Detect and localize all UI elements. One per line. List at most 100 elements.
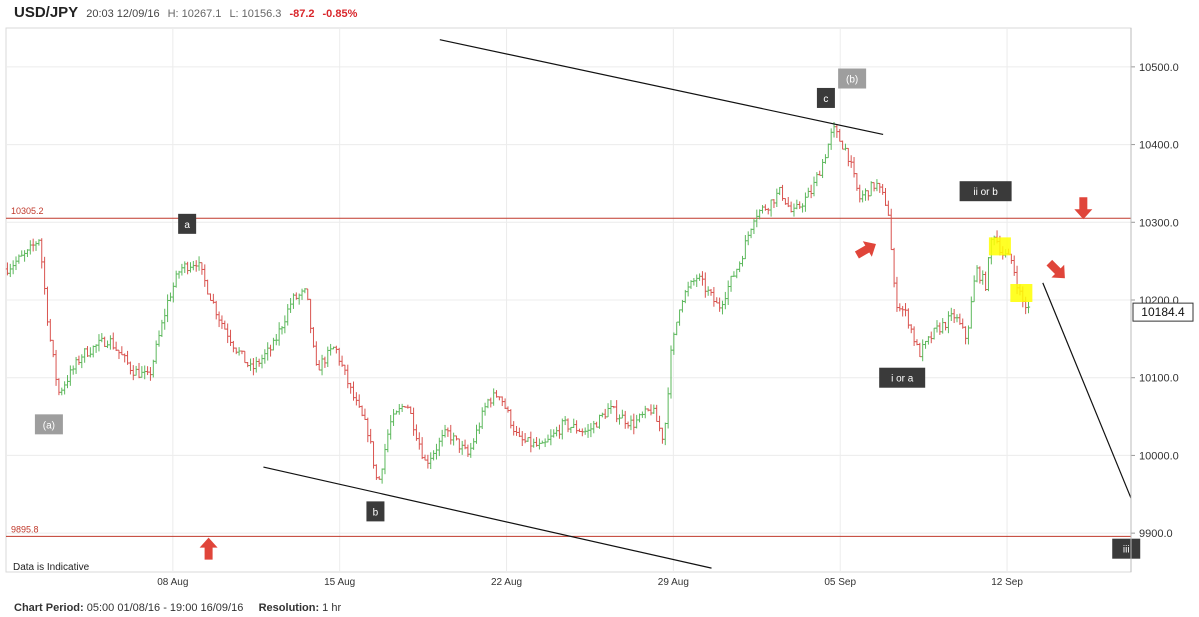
- annotations: (a) a b c (b) i or a ii or b iii: [34, 68, 1141, 560]
- ohlc-bar: [217, 311, 221, 328]
- ohlc-bar: [546, 434, 550, 443]
- ohlc-bar: [157, 330, 161, 347]
- ohlc-bar: [966, 325, 971, 345]
- ohlc-bar: [28, 240, 32, 255]
- ohlc-bar: [858, 184, 862, 203]
- ohlc-bar: [403, 406, 407, 408]
- ohlc-bar: [958, 313, 962, 325]
- ohlc-bar: [932, 327, 936, 340]
- ohlc-bar: [454, 435, 459, 441]
- ohlc-bar: [200, 262, 204, 275]
- ohlc-bar: [829, 128, 833, 150]
- ohlc-bar: [635, 414, 639, 429]
- ohlc-bar: [11, 260, 15, 275]
- ohlc-bar: [923, 340, 928, 349]
- y-tick-label: 10300.0: [1139, 217, 1179, 229]
- wave-label-box: [879, 367, 926, 388]
- ohlc-bar: [180, 263, 184, 276]
- ohlc-bar: [569, 426, 573, 433]
- ohlc-bar: [391, 409, 396, 426]
- ohlc-bar: [592, 420, 596, 434]
- level-label: 9895.8: [11, 524, 39, 534]
- trend-line: [1042, 282, 1132, 499]
- ohlc-bar: [297, 293, 301, 305]
- ohlc-bar: [986, 257, 991, 292]
- ohlc-bar: [646, 408, 650, 412]
- ohlc-bar: [706, 286, 710, 296]
- ohlc-bar: [228, 329, 233, 346]
- wave-label: i or a: [879, 367, 926, 388]
- ohlc-bar: [526, 437, 530, 442]
- ohlc-bar: [125, 350, 130, 365]
- ohlc-bar: [869, 181, 873, 197]
- ohlc-bar: [984, 271, 988, 291]
- ohlc-bar: [809, 184, 813, 199]
- ohlc-bar: [963, 326, 968, 345]
- ohlc-bar: [43, 256, 47, 295]
- ohlc-bar: [88, 347, 92, 358]
- ohlc-bar: [815, 172, 819, 187]
- ohlc-bar: [938, 322, 942, 335]
- ohlc-bar: [248, 358, 253, 371]
- ohlc-bar: [474, 424, 479, 444]
- ohlc-bar: [194, 260, 198, 272]
- ohlc-bar: [786, 196, 790, 208]
- ohlc-bar: [163, 308, 167, 330]
- ohlc-bar: [223, 320, 227, 330]
- wave-label-text: i or a: [891, 374, 914, 385]
- wave-label: ii or b: [959, 181, 1012, 202]
- ohlc-bar: [861, 190, 865, 203]
- ohlc-bar: [154, 340, 158, 364]
- ohlc-bar: [780, 184, 785, 201]
- ohlc-bar: [300, 288, 304, 300]
- chart-footer: Chart Period: 05:00 01/08/16 - 19:00 16/…: [14, 602, 341, 614]
- ohlc-bar: [906, 308, 910, 329]
- ohlc-bar: [177, 270, 181, 279]
- ohlc-bar: [34, 241, 38, 251]
- ohlc-bar: [749, 228, 753, 239]
- ohlc-bar: [921, 339, 925, 362]
- ohlc-bar: [978, 266, 982, 284]
- ohlc-bar: [683, 289, 687, 304]
- ohlc-bar: [732, 271, 736, 277]
- ohlc-bar: [543, 438, 547, 448]
- arrow-icon: [199, 537, 218, 560]
- ohlc-bar: [537, 438, 542, 450]
- ohlc-bar: [969, 296, 973, 329]
- ohlc-bar: [417, 432, 421, 450]
- y-tick-label: 10000.0: [1139, 450, 1179, 462]
- ohlc-bar: [680, 299, 685, 313]
- ohlc-bar: [314, 341, 318, 366]
- ohlc-bar: [981, 270, 985, 285]
- ohlc-bar: [655, 404, 659, 422]
- wave-label: a: [178, 213, 197, 234]
- ohlc-bar: [257, 358, 261, 367]
- ohlc-bar: [617, 414, 622, 425]
- ohlc-bar: [137, 362, 141, 379]
- ohlc-bar: [672, 332, 676, 355]
- ohlc-bar: [838, 128, 842, 142]
- resolution-value: 1 hr: [322, 602, 342, 614]
- ohlc-bar: [583, 427, 587, 435]
- ohlc-bar: [626, 421, 630, 429]
- ohlc-bar: [866, 190, 870, 201]
- ohlc-bar: [383, 443, 387, 475]
- ohlc-bar: [492, 388, 496, 406]
- y-tick-label: 10400.0: [1139, 140, 1179, 152]
- wave-label: (a): [34, 414, 63, 435]
- ohlc-bar: [697, 273, 702, 281]
- ohlc-bar: [340, 355, 344, 367]
- ohlc-bar: [895, 276, 899, 312]
- ohlc-bar: [320, 354, 324, 376]
- ohlc-bar: [772, 199, 776, 209]
- ohlc-bar: [271, 337, 276, 351]
- ohlc-bar: [595, 421, 599, 428]
- ohlc-bar: [566, 418, 570, 433]
- ohlc-bar: [563, 416, 567, 426]
- ohlc-bar: [620, 409, 624, 419]
- ohlc-bar: [743, 235, 747, 260]
- ohlc-bar: [214, 300, 218, 320]
- ohlc-bar: [949, 307, 953, 322]
- highlight-box: [988, 237, 1011, 256]
